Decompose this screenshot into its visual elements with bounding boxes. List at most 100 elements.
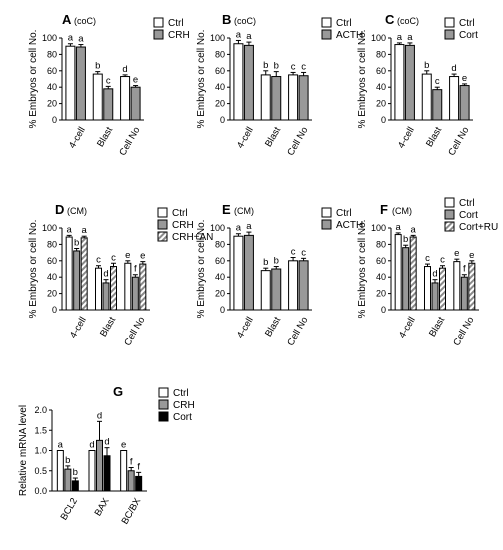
bar — [64, 468, 72, 492]
y-axis-label: % Embryos or cell No. — [196, 30, 207, 129]
x-tick-label: 4-cell — [397, 315, 418, 340]
bar — [88, 450, 96, 492]
bar — [131, 276, 139, 311]
legend-label: Ctrl — [173, 388, 189, 399]
y-tick-label: 100 — [210, 33, 225, 43]
significance-letter: c — [111, 252, 116, 263]
y-tick-label: 0 — [220, 115, 225, 125]
legend-label: Cort+RU — [459, 222, 498, 233]
y-tick-label: 80 — [47, 49, 57, 59]
legend-swatch — [157, 207, 168, 218]
bar — [394, 44, 405, 121]
y-tick-label: 40 — [47, 82, 57, 92]
y-tick-label: 100 — [371, 33, 386, 43]
legend-label: Ctrl — [336, 18, 352, 29]
legend-swatch — [444, 221, 455, 232]
y-tick-label: 0 — [381, 115, 386, 125]
bar — [56, 450, 64, 492]
significance-letter: e — [462, 73, 467, 84]
significance-letter: a — [236, 223, 242, 234]
x-tick-label: Blast — [263, 315, 283, 339]
bar — [92, 73, 103, 121]
significance-letter: c — [301, 247, 306, 258]
legend-label: Ctrl — [459, 198, 475, 209]
bar — [103, 455, 111, 492]
significance-letter: a — [246, 31, 252, 42]
bar — [460, 276, 468, 311]
y-tick-label: 0 — [52, 305, 57, 315]
x-tick-label: Blast — [424, 125, 444, 149]
y-tick-label: 0 — [381, 305, 386, 315]
chart-panel-B: B (coC) 0 20 40 60 80 100% Embryos or cell No. a… — [196, 12, 363, 158]
bar — [243, 234, 254, 311]
legend-swatch — [321, 17, 332, 28]
x-tick-label: 4-cell — [396, 125, 417, 150]
x-tick-label: Blast — [95, 125, 115, 149]
y-tick-label: 40 — [47, 272, 57, 282]
significance-letter: c — [96, 255, 101, 266]
significance-letter: a — [236, 29, 242, 40]
bar — [424, 266, 431, 311]
y-tick-label: 40 — [376, 82, 386, 92]
significance-letter: b — [73, 467, 78, 478]
panel-condition: (coC) — [234, 16, 256, 26]
y-tick-label: 60 — [215, 256, 225, 266]
significance-letter: b — [274, 256, 279, 267]
y-tick-label: 20 — [215, 99, 225, 109]
panel-letter: G — [113, 384, 123, 399]
bar — [110, 266, 117, 311]
bar — [288, 260, 299, 311]
bar — [139, 263, 147, 311]
chart-panel-C: C (coC) 0 20 40 60 80 100% Embryos or cell No. a… — [357, 12, 478, 158]
x-tick-label: Blast — [98, 315, 118, 339]
significance-letter: b — [274, 61, 279, 72]
legend-label: CRH — [168, 30, 190, 41]
significance-letter: e — [469, 250, 474, 261]
y-tick-label: 20 — [376, 289, 386, 299]
x-tick-label: BCL2 — [59, 496, 80, 522]
x-tick-label: Cell No — [451, 315, 476, 347]
panel-letter: F — [380, 202, 388, 217]
bar — [130, 86, 141, 121]
bar — [75, 46, 86, 121]
significance-letter: c — [301, 61, 306, 72]
x-tick-label: Blast — [427, 315, 447, 339]
chart-panel-E: E (CM) 0 20 40 60 80 100% Embryos or cell No. a a… — [196, 202, 363, 348]
significance-letter: c — [106, 75, 111, 86]
bar — [298, 75, 309, 121]
y-axis-label: % Embryos or cell No. — [28, 220, 39, 319]
significance-letter: d — [97, 410, 102, 421]
y-tick-label: 80 — [215, 239, 225, 249]
x-tick-label: 4-cell — [235, 315, 256, 340]
y-tick-label: 1.0 — [34, 446, 47, 456]
significance-letter: d — [122, 64, 127, 75]
y-tick-label: 60 — [376, 66, 386, 76]
legend-label: Cort — [173, 412, 192, 423]
bar — [298, 260, 309, 311]
bar — [73, 250, 81, 311]
x-tick-label: Blast — [263, 125, 283, 149]
y-tick-label: 60 — [376, 256, 386, 266]
y-tick-label: 60 — [47, 256, 57, 266]
bar — [65, 45, 76, 121]
significance-letter: e — [121, 440, 126, 451]
significance-letter: b — [403, 234, 408, 245]
bar — [404, 44, 415, 121]
bar — [120, 450, 128, 492]
bar — [65, 236, 73, 311]
significance-letter: d — [432, 269, 437, 280]
chart-panel-F: F (CM) 0 20 40 60 80 100% Embryos or cell No. ab… — [357, 197, 498, 348]
x-tick-label: 4-cell — [67, 125, 88, 150]
significance-letter: a — [407, 32, 413, 43]
significance-letter: a — [68, 33, 74, 44]
bar — [394, 234, 402, 311]
significance-letter: a — [396, 222, 402, 233]
bar — [71, 480, 79, 492]
x-tick-label: BAX — [93, 496, 112, 519]
bar — [402, 247, 410, 311]
significance-letter: e — [133, 75, 138, 86]
y-tick-label: 80 — [376, 49, 386, 59]
y-axis-label: % Embryos or cell No. — [28, 30, 39, 129]
